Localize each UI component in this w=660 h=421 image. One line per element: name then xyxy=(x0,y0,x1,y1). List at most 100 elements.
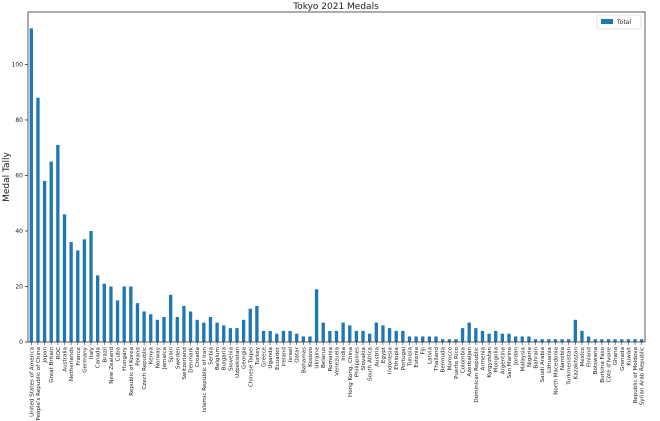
x-tick-label: Ecuador xyxy=(275,346,281,370)
x-tick-label: San Marino xyxy=(507,346,513,378)
bar xyxy=(374,322,378,342)
bar xyxy=(202,322,206,342)
bar xyxy=(29,28,33,343)
bar xyxy=(76,250,80,342)
bar xyxy=(248,308,252,342)
bar xyxy=(368,333,372,342)
x-tick-label: Azerbaijan xyxy=(467,347,473,377)
bar xyxy=(188,311,193,342)
bar xyxy=(255,305,259,342)
bar xyxy=(62,214,67,342)
bar xyxy=(467,322,471,342)
x-tick-label: Finland xyxy=(587,347,593,367)
bar xyxy=(540,339,544,342)
bar xyxy=(394,330,398,342)
bar xyxy=(122,286,126,342)
bar xyxy=(341,322,345,342)
x-tick-label: Hong Kong, China xyxy=(348,347,354,397)
x-tick-label: Belarus xyxy=(321,347,327,368)
bar xyxy=(235,328,239,342)
x-tick-label: Chinese Taipei xyxy=(248,347,254,388)
bar xyxy=(527,336,531,342)
x-tick-label: Bahrain xyxy=(534,347,540,369)
bar xyxy=(447,339,451,342)
x-tick-label: Germany xyxy=(82,346,88,372)
bar xyxy=(275,333,279,342)
bar xyxy=(480,330,485,342)
bar xyxy=(162,317,166,342)
x-tick-label: Uganda xyxy=(268,347,274,369)
x-tick-label: Thailand xyxy=(434,347,440,372)
chart-title: Tokyo 2021 Medals xyxy=(292,2,379,12)
x-tick-label: Greece xyxy=(262,346,268,366)
bar xyxy=(334,330,339,342)
x-tick-label: Dominican Republic xyxy=(474,347,480,403)
x-tick-label: Serbia xyxy=(208,347,214,365)
bar xyxy=(208,317,213,342)
bar xyxy=(427,336,432,342)
bar xyxy=(261,330,266,342)
bar xyxy=(567,339,571,342)
x-tick-label: Malaysia xyxy=(520,347,526,371)
bar xyxy=(507,333,511,342)
x-tick-label: Israel xyxy=(288,347,294,363)
bar xyxy=(321,322,325,342)
bar xyxy=(500,333,505,342)
x-tick-label: Romania xyxy=(328,347,334,371)
bar xyxy=(301,336,305,342)
x-tick-label: India xyxy=(341,347,347,361)
bar xyxy=(580,330,584,342)
bar xyxy=(182,305,186,342)
x-tick-label: Uzbekistan xyxy=(235,347,241,378)
bar xyxy=(600,339,604,342)
y-tick-label: 0 xyxy=(19,339,23,346)
bar xyxy=(102,283,106,342)
bar xyxy=(56,144,60,342)
x-tick-label: Mongolia xyxy=(494,347,500,372)
bar xyxy=(175,317,179,342)
bar xyxy=(281,330,286,342)
x-tick-label: France xyxy=(76,346,82,365)
x-tick-label: Saudi Arabia xyxy=(540,347,546,383)
bar xyxy=(215,322,219,342)
x-tick-label: Canada xyxy=(96,347,102,368)
bar xyxy=(149,314,153,342)
x-tick-label: Switzerland xyxy=(182,347,188,380)
bar xyxy=(553,339,558,342)
bar xyxy=(533,339,538,342)
x-tick-label: Islamic Republic of Iran xyxy=(202,347,208,413)
x-tick-label: Fiji xyxy=(421,347,427,355)
x-tick-label: Great Britain xyxy=(49,347,55,383)
bar xyxy=(620,339,624,342)
bar xyxy=(155,319,160,342)
x-tick-label: Syrian Arab Republic xyxy=(640,347,646,405)
y-tick-label: 20 xyxy=(15,283,23,290)
x-tick-label: Japan xyxy=(43,347,49,364)
x-tick-label: Colombia xyxy=(461,347,467,373)
bar xyxy=(42,181,47,342)
bar xyxy=(387,328,392,342)
bar xyxy=(460,328,465,342)
x-tick-label: Armenia xyxy=(480,347,486,370)
y-tick-label: 40 xyxy=(15,228,23,235)
x-tick-label: People's Republic of China xyxy=(36,347,42,421)
x-tick-label: Kazakhstan xyxy=(573,347,579,380)
bar xyxy=(440,339,445,342)
bar xyxy=(135,303,140,342)
x-tick-label: Puerto Rico xyxy=(454,346,460,378)
legend-swatch xyxy=(601,19,613,24)
bar xyxy=(109,286,113,342)
x-tick-label: Grenada xyxy=(620,347,626,371)
bar xyxy=(222,325,226,342)
bar xyxy=(414,336,418,342)
x-tick-label: Kyrgyzstan xyxy=(487,347,493,378)
x-tick-label: Czech Republic xyxy=(142,347,148,390)
bar xyxy=(454,339,458,342)
x-tick-label: Kuwait xyxy=(626,346,632,365)
x-tick-label: Indonesia xyxy=(388,347,394,374)
x-tick-label: Botswana xyxy=(593,347,599,374)
x-tick-label: Lithuania xyxy=(547,347,553,373)
x-tick-label: Ghana xyxy=(613,347,619,365)
x-tick-label: Kenya xyxy=(149,347,155,364)
